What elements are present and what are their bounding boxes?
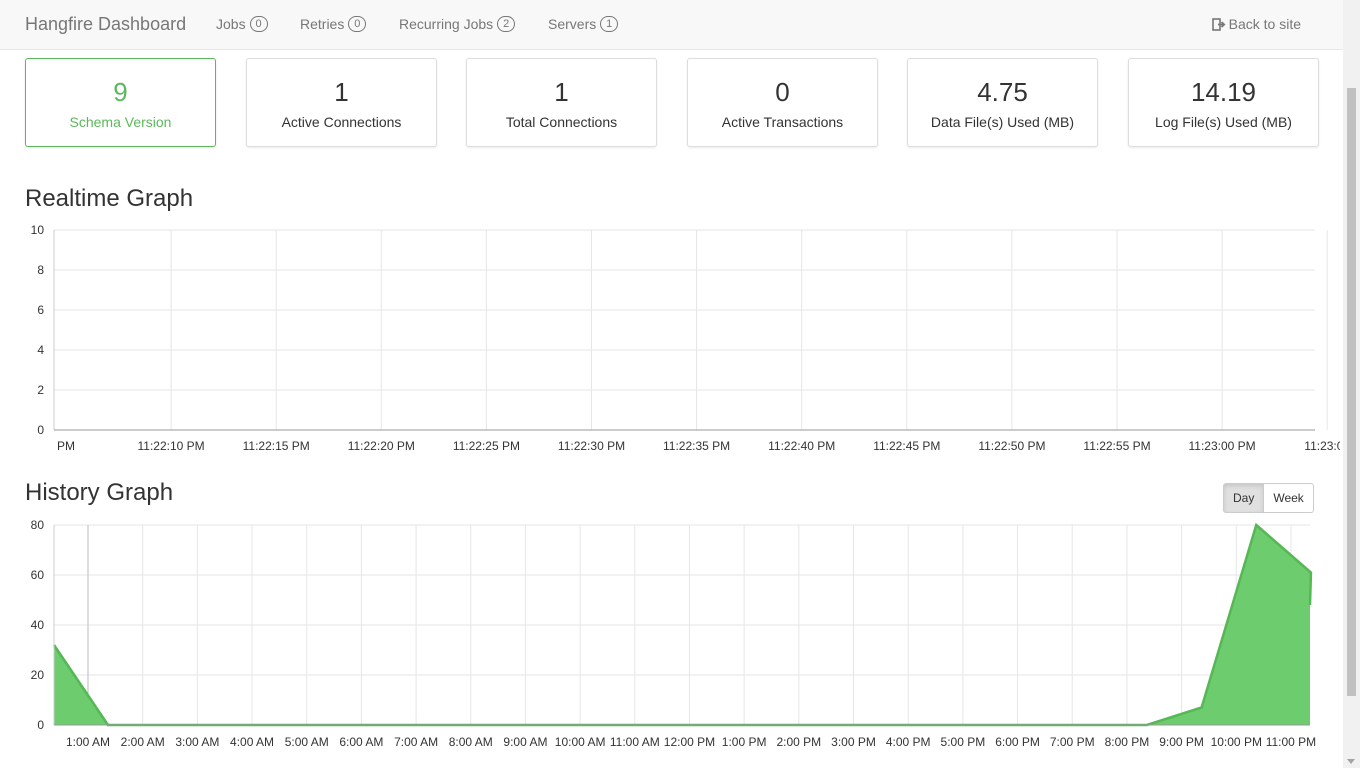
recurring-jobs-count-badge: 2 [497,16,516,32]
realtime-xtick-label: 11:22:40 PM [768,439,835,453]
realtime-graph-title: Realtime Graph [25,185,194,212]
realtime-xtick-label: 11:22:45 PM [873,439,940,453]
metric-label: Active Transactions [721,114,844,130]
metric-active-connections: 1 Active Connections [246,58,437,147]
history-ytick-label: 60 [31,568,45,582]
realtime-xtick-label: 11:22:15 PM [243,439,310,453]
history-chart: 0 20 40 60 80 1:00 AM 2:00 AM 3:00 AM 4:00 AM 5:0… [31,518,1317,749]
history-xtick-label: 3:00 PM [831,735,876,749]
nav-jobs-label: Jobs [216,16,246,32]
realtime-xtick-label: 11:22:55 PM [1083,439,1150,453]
history-xtick-label: 11:00 PM [1266,735,1316,749]
realtime-xtick-label: 11:23:00 PM [1189,439,1256,453]
realtime-xtick-label: 11:22:35 PM [663,439,730,453]
history-xtick-label: 6:00 AM [339,735,383,749]
metric-active-transactions: 0 Active Transactions [687,58,878,147]
realtime-xtick-label: 11:22:30 PM [558,439,625,453]
realtime-xtick-label: 11:22:50 PM [978,439,1045,453]
nav-recurring-jobs[interactable]: Recurring Jobs 2 [399,16,516,32]
realtime-xtick-label: 11:22:25 PM [453,439,520,453]
realtime-ytick-label: 0 [37,423,44,437]
metric-value: 9 [113,77,128,107]
history-xtick-label: 7:00 AM [394,735,438,749]
metric-total-connections: 1 Total Connections [466,58,657,147]
history-xtick-label: 9:00 PM [1159,735,1204,749]
history-xtick-label: 4:00 AM [230,735,274,749]
history-xtick-label: 11:00 AM [610,735,660,749]
back-to-site-link[interactable]: Back to site [1211,16,1301,32]
servers-count-badge: 1 [600,16,619,32]
realtime-ytick-label: 8 [37,263,44,277]
realtime-xtick-label: PM [57,439,75,453]
nav-servers-label: Servers [548,16,597,32]
realtime-ytick-label: 2 [37,383,44,397]
metric-schema-version: 9 Schema Version [25,58,216,147]
nav-retries[interactable]: Retries 0 [300,16,367,32]
realtime-xtick-label: 11:22:20 PM [348,439,415,453]
scrollbar-thumb[interactable] [1347,88,1356,696]
metric-value: 14.19 [1190,77,1257,107]
realtime-ytick-label: 4 [37,343,44,357]
nav-retries-label: Retries [300,16,345,32]
history-xtick-label: 12:00 PM [664,735,715,749]
metric-label: Schema Version [69,114,172,130]
scroll-down-arrow-icon[interactable] [1347,759,1355,764]
sign-out-icon [1211,17,1226,31]
history-xtick-label: 10:00 PM [1211,735,1262,749]
metric-log-file-used: 14.19 Log File(s) Used (MB) [1128,58,1319,147]
history-xtick-label: 6:00 PM [995,735,1040,749]
page-scrollbar[interactable] [1343,0,1360,768]
metric-label: Total Connections [505,114,618,130]
realtime-ytick-label: 10 [31,223,45,237]
realtime-ytick-label: 6 [37,303,44,317]
brand-link[interactable]: Hangfire Dashboard [25,14,187,34]
realtime-chart: 0 2 4 6 8 10 PM 11:22:10 PM 11:22:15 PM 11:22:20 … [31,223,1340,453]
jobs-count-badge: 0 [249,16,268,32]
history-xtick-label: 5:00 PM [941,735,986,749]
metric-data-file-used: 4.75 Data File(s) Used (MB) [907,58,1098,147]
nav-servers[interactable]: Servers 1 [548,16,619,32]
metric-label: Data File(s) Used (MB) [930,114,1075,130]
metric-value: 4.75 [977,77,1028,107]
nav-recurring-jobs-label: Recurring Jobs [399,16,494,32]
realtime-xtick-label: 11:23:05 [1304,439,1340,453]
history-ytick-label: 40 [31,618,45,632]
history-range-toggle: Day Week [1223,483,1314,513]
nav-jobs[interactable]: Jobs 0 [216,16,268,32]
history-xtick-label: 10:00 AM [555,735,606,749]
history-xtick-label: 1:00 AM [66,735,110,749]
history-ytick-label: 20 [31,668,45,682]
retries-count-badge: 0 [348,16,367,32]
metric-value: 1 [334,77,349,107]
history-ytick-label: 80 [31,518,45,532]
history-xtick-label: 9:00 AM [503,735,547,749]
history-xtick-label: 7:00 PM [1050,735,1095,749]
navbar: Hangfire Dashboard Jobs 0 Retries 0 Recu… [0,0,1343,50]
day-button[interactable]: Day [1223,483,1265,513]
metric-label: Active Connections [281,114,402,130]
history-graph-title: History Graph [25,479,174,506]
metric-label: Log File(s) Used (MB) [1155,114,1292,130]
history-xtick-label: 3:00 AM [175,735,219,749]
history-ytick-label: 0 [37,718,44,732]
history-xtick-label: 8:00 AM [449,735,493,749]
metric-value: 0 [775,77,790,107]
metric-value: 1 [554,77,569,107]
history-xtick-label: 4:00 PM [886,735,931,749]
week-button[interactable]: Week [1264,483,1314,513]
back-to-site-label: Back to site [1228,16,1301,32]
realtime-xtick-label: 11:22:10 PM [138,439,205,453]
history-xtick-label: 2:00 AM [121,735,165,749]
history-xtick-label: 2:00 PM [776,735,821,749]
history-xtick-label: 5:00 AM [285,735,329,749]
history-xtick-label: 8:00 PM [1105,735,1150,749]
history-xtick-label: 1:00 PM [722,735,767,749]
